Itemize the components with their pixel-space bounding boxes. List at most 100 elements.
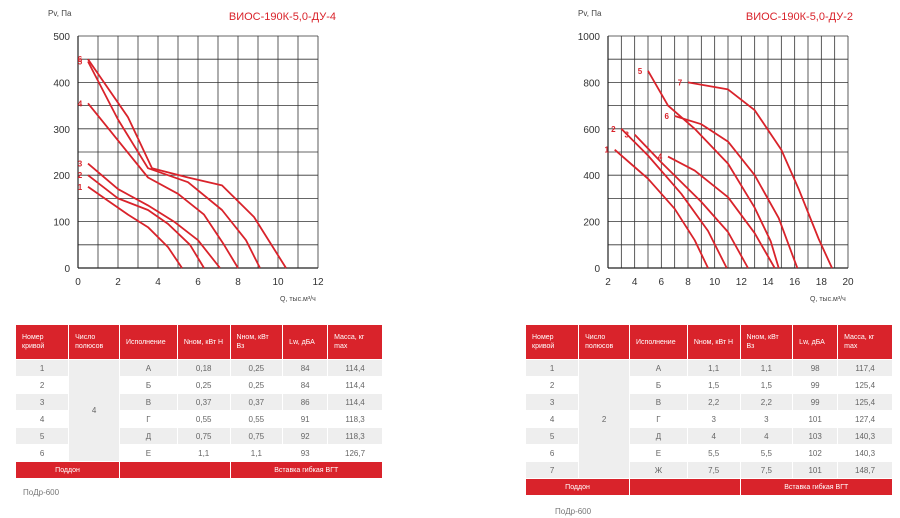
cell-mass: 118,3 [328, 428, 382, 444]
cell-lw: 84 [283, 360, 328, 376]
cell-power-vz: 0,25 [230, 377, 283, 393]
cell-execution: Е [120, 445, 177, 461]
cell-execution: Д [630, 428, 687, 444]
cell-curve-number: 6 [526, 445, 579, 461]
curve-label-2: 2 [78, 171, 83, 180]
cell-power-h: 5,5 [687, 445, 740, 461]
cell-mass: 125,4 [838, 394, 892, 410]
curve-3 [87, 162, 221, 269]
table-row: 5 Д 0,75 0,75 92 118,3 [16, 428, 382, 444]
chart-title: ВИОС-190К-5,0-ДУ-4 [229, 11, 336, 23]
col-header-curve: Номер кривой [16, 325, 69, 359]
x-tick-label: 8 [685, 277, 691, 288]
curve-4 [667, 155, 776, 269]
y-axis-label: Pv, Па [578, 9, 602, 18]
table-row: 7 Ж 7,5 7,5 101 148,7 [526, 462, 892, 478]
x-axis-label: Q, тыс.м³/ч [280, 296, 316, 303]
cell-execution: В [630, 394, 687, 410]
cell-power-vz: 3 [740, 411, 793, 427]
cell-power-h: 0,75 [177, 428, 230, 444]
table-row: 2 Б 1,5 1,5 99 125,4 [526, 377, 892, 393]
cell-execution: Б [630, 377, 687, 393]
y-tick-label: 0 [594, 264, 600, 275]
cell-power-vz: 0,55 [230, 411, 283, 427]
footer-value-right: ПоДр-600 [555, 507, 592, 516]
cell-lw: 86 [283, 394, 328, 410]
x-axis-label: Q, тыс.м³/ч [810, 296, 846, 303]
col-header-poles: Число полюсов [579, 325, 630, 359]
cell-execution: А [630, 360, 687, 376]
footer-label-insert: Вставка гибкая ВГТ [230, 462, 382, 478]
cell-mass: 140,3 [838, 445, 892, 461]
curve-label-3: 3 [624, 131, 629, 140]
table-footer-row: Поддон Вставка гибкая ВГТ [16, 462, 382, 478]
spec-table-right-wrap: Номер кривой Число полюсов Исполнение Nн… [525, 324, 893, 516]
cell-power-vz: 1,1 [740, 360, 793, 376]
curve-3 [634, 133, 749, 269]
footer-spacer [630, 479, 740, 495]
table-row: 5 Д 4 4 103 140,3 [526, 428, 892, 444]
cell-power-h: 7,5 [687, 462, 740, 478]
cell-power-vz: 0,25 [230, 360, 283, 376]
x-tick-label: 20 [842, 277, 854, 288]
spec-table-left-wrap: Номер кривой Число полюсов Исполнение Nн… [15, 324, 383, 497]
cell-power-h: 1,5 [687, 377, 740, 393]
cell-lw: 93 [283, 445, 328, 461]
cell-power-h: 0,37 [177, 394, 230, 410]
y-tick-label: 600 [583, 125, 600, 136]
cell-power-vz: 0,75 [230, 428, 283, 444]
cell-lw: 102 [793, 445, 838, 461]
col-header-lw: Lw, дБА [283, 325, 328, 359]
curve-label-4: 4 [658, 153, 663, 162]
curve-1 [614, 149, 709, 269]
curve-label-4: 4 [78, 99, 83, 108]
footer-value-left: ПоДр-600 [23, 488, 60, 497]
y-tick-label: 200 [583, 218, 600, 229]
x-tick-label: 10 [709, 277, 721, 288]
y-tick-label: 500 [53, 32, 70, 43]
y-tick-label: 0 [64, 264, 70, 275]
cell-power-vz: 7,5 [740, 462, 793, 478]
cell-execution: Б [120, 377, 177, 393]
x-tick-label: 12 [736, 277, 748, 288]
cell-curve-number: 5 [16, 428, 69, 444]
x-tick-label: 2 [605, 277, 611, 288]
cell-mass: 117,4 [838, 360, 892, 376]
cell-power-h: 1,1 [177, 445, 230, 461]
col-header-poles: Число полюсов [69, 325, 120, 359]
cell-mass: 118,3 [328, 411, 382, 427]
cell-execution: Г [630, 411, 687, 427]
curve-1 [87, 186, 183, 269]
col-header-exec: Исполнение [120, 325, 177, 359]
cell-power-h: 0,55 [177, 411, 230, 427]
cell-lw: 91 [283, 411, 328, 427]
cell-power-h: 0,25 [177, 377, 230, 393]
curve-6 [87, 58, 287, 269]
x-tick-label: 2 [115, 277, 121, 288]
curve-label-2: 2 [611, 125, 616, 134]
table-row: 1 2 А 1,1 1,1 98 117,4 [526, 360, 892, 478]
x-tick-label: 0 [75, 277, 81, 288]
cell-lw: 103 [793, 428, 838, 444]
cell-power-h: 4 [687, 428, 740, 444]
col-header-mass: Масса, кг max [838, 325, 892, 359]
cell-power-h: 2,2 [687, 394, 740, 410]
cell-mass: 114,4 [328, 394, 382, 410]
x-tick-label: 4 [155, 277, 161, 288]
chart-title: ВИОС-190К-5,0-ДУ-2 [746, 11, 853, 23]
col-header-exec: Исполнение [630, 325, 687, 359]
spec-table-right: Номер кривой Число полюсов Исполнение Nн… [525, 324, 893, 496]
cell-power-h: 1,1 [687, 360, 740, 376]
cell-power-vz: 4 [740, 428, 793, 444]
curve-label-1: 1 [78, 183, 83, 192]
y-tick-label: 300 [53, 125, 70, 136]
cell-mass: 126,7 [328, 445, 382, 461]
cell-lw: 92 [283, 428, 328, 444]
cell-curve-number: 4 [16, 411, 69, 427]
x-tick-label: 12 [312, 277, 324, 288]
table-row: 4 Г 0,55 0,55 91 118,3 [16, 411, 382, 427]
table-footer-row: Поддон Вставка гибкая ВГТ [526, 479, 892, 495]
curve-5 [647, 70, 780, 269]
table-row: 1 4 А 0,18 0,25 84 114,4 [16, 360, 382, 461]
